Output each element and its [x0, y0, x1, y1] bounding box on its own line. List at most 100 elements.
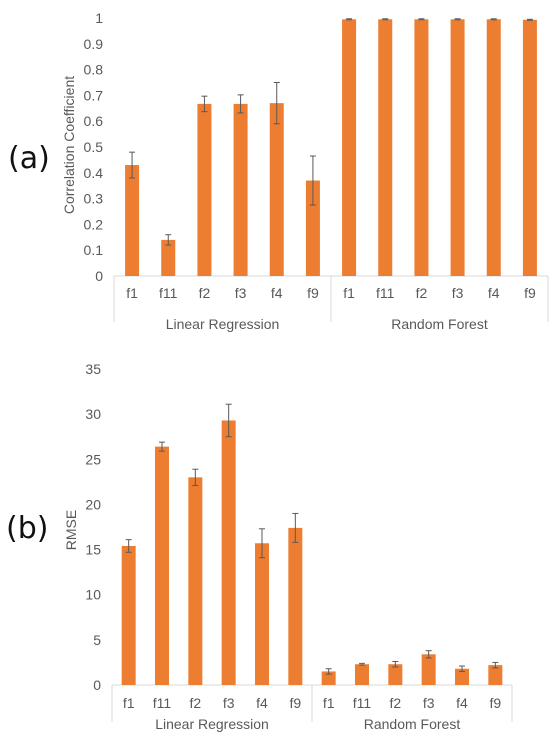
- panel-b-bar-7: [355, 664, 369, 685]
- panel-b-error-bar-0: [125, 539, 132, 553]
- panel-b-y-tick-4: 20: [85, 496, 101, 512]
- panel-b-bar-6: [321, 671, 336, 685]
- panel-a-error-bar-1: [165, 234, 172, 246]
- panel-b-bar-1: [155, 446, 169, 685]
- panel-b-bar-10: [455, 668, 469, 685]
- panel-a-bar-2: [197, 103, 212, 276]
- panel-a-bar-11: [522, 19, 537, 276]
- panel-a-group-label-1: Random Forest: [391, 316, 488, 332]
- panel-b-error-bar-5: [292, 512, 299, 543]
- panel-a-label: (a): [8, 141, 50, 176]
- panel-b-y-tick-5: 25: [85, 451, 101, 467]
- panel-b-error-bar-10: [459, 665, 465, 672]
- panel-a-bar-0: [125, 165, 140, 276]
- panel-b-error-bar-3: [225, 403, 232, 438]
- panel-b-error-bar-1: [159, 441, 165, 452]
- panel-b-bar-3: [221, 420, 236, 685]
- panel-a-error-bar-9: [454, 18, 461, 21]
- panel-a-y-tick-7: 0.7: [84, 87, 104, 103]
- panel-a-y-tick-1: 0.1: [84, 242, 104, 258]
- panel-b-error-bar-6: [325, 668, 332, 675]
- panel-a-y-tick-8: 0.8: [84, 62, 104, 78]
- panel-a-y-axis-title: Correlation Coefficient: [61, 76, 77, 214]
- panel-a-error-bar-10: [490, 18, 497, 21]
- panel-a-category-label-4: f4: [271, 285, 283, 301]
- panel-a-category-label-11: f9: [524, 285, 536, 301]
- panel-a-group-label-0: Linear Regression: [166, 316, 280, 332]
- panel-a-bar-4: [269, 103, 284, 276]
- panel-a-category-label-5: f9: [307, 285, 319, 301]
- panel-b-error-bar-7: [359, 662, 365, 666]
- panel-a-error-bar-0: [129, 151, 136, 179]
- panel-a-y-tick-0: 0: [95, 268, 103, 284]
- panel-a-error-bar-7: [382, 18, 389, 21]
- panel-b-category-label-5: f9: [289, 695, 301, 711]
- panel-a-error-bar-4: [273, 82, 280, 125]
- panel-b-bar-5: [288, 527, 303, 685]
- panel-a-category-label-1: f11: [159, 285, 178, 301]
- panel-b-group-label-1: Random Forest: [364, 716, 461, 732]
- panel-a-bar-10: [486, 19, 501, 276]
- panel-a-error-bar-2: [201, 95, 208, 113]
- panel-b-category-label-7: f11: [353, 695, 372, 711]
- panel-a-bar-8: [414, 19, 429, 276]
- panel-a-y-tick-6: 0.6: [84, 113, 104, 129]
- panel-a-chart: (a) Correlation Coefficient 0 0.1 0.2 0.3 0.…: [8, 10, 549, 332]
- panel-a-y-tick-10: 1: [95, 10, 103, 26]
- panel-b-category-label-6: f1: [323, 695, 335, 711]
- panel-b-category-label-8: f2: [389, 695, 401, 711]
- panel-b-category-label-0: f1: [123, 695, 135, 711]
- panel-a-error-bar-6: [346, 18, 353, 21]
- panel-b-bar-4: [255, 543, 269, 685]
- panel-b-error-bar-8: [392, 661, 399, 668]
- panel-a-category-label-8: f2: [416, 285, 428, 301]
- panel-a-category-label-6: f1: [343, 285, 355, 301]
- panel-b-group-label-0: Linear Regression: [155, 716, 269, 732]
- panel-a-bar-9: [450, 19, 465, 276]
- panel-a-error-bar-8: [418, 18, 425, 21]
- panel-a-y-tick-3: 0.3: [84, 191, 104, 207]
- panel-a-y-tick-5: 0.5: [84, 139, 104, 155]
- panel-b-category-label-11: f9: [489, 695, 501, 711]
- panel-b-category-label-1: f11: [153, 695, 172, 711]
- panel-b-y-tick-6: 30: [85, 406, 101, 422]
- panel-b-y-tick-1: 5: [93, 632, 101, 648]
- panel-b-bar-9: [421, 654, 436, 685]
- panel-b-y-axis-title: RMSE: [63, 510, 79, 550]
- panel-b-bar-2: [188, 477, 203, 685]
- panel-b-chart: (b) RMSE 0 5 10 15 20 25 30 35 f1 f11 f2 f3 f4 f9 f1 f1…: [6, 361, 513, 732]
- panel-a-error-bar-5: [309, 155, 316, 206]
- panel-a-error-bar-3: [237, 94, 244, 114]
- panel-b-bar-0: [121, 545, 136, 685]
- panel-a-category-label-7: f11: [376, 285, 395, 301]
- panel-b-y-tick-0: 0: [93, 677, 101, 693]
- panel-a-bar-7: [378, 19, 393, 276]
- panel-b-category-label-4: f4: [256, 695, 268, 711]
- panel-b-category-label-10: f4: [456, 695, 468, 711]
- panel-a-category-label-0: f1: [126, 285, 138, 301]
- panel-a-bar-6: [342, 19, 357, 276]
- panel-b-error-bar-9: [425, 650, 432, 659]
- panel-b-bar-11: [488, 665, 503, 685]
- panel-b-y-tick-2: 10: [85, 587, 101, 603]
- panel-a-bar-1: [161, 239, 176, 276]
- panel-b-category-label-3: f3: [223, 695, 235, 711]
- panel-b-label: (b): [6, 511, 48, 546]
- panel-b-error-bar-4: [259, 528, 265, 559]
- panel-a-bar-5: [305, 180, 320, 276]
- panel-a-category-label-9: f3: [452, 285, 464, 301]
- panel-b-category-label-2: f2: [189, 695, 201, 711]
- panel-b-error-bar-11: [492, 661, 499, 669]
- panel-a-bar-3: [233, 103, 248, 276]
- panel-a-y-tick-2: 0.2: [84, 216, 104, 232]
- panel-b-category-label-9: f3: [423, 695, 435, 711]
- panel-b-y-tick-3: 15: [85, 542, 101, 558]
- panel-b-bar-8: [388, 664, 403, 685]
- panel-a-y-tick-9: 0.9: [84, 36, 104, 52]
- panel-a-category-label-2: f2: [199, 285, 211, 301]
- panel-a-category-label-10: f4: [488, 285, 500, 301]
- panel-b-error-bar-2: [192, 468, 199, 486]
- panel-a-error-bar-11: [526, 18, 533, 21]
- panel-a-y-tick-4: 0.4: [84, 165, 104, 181]
